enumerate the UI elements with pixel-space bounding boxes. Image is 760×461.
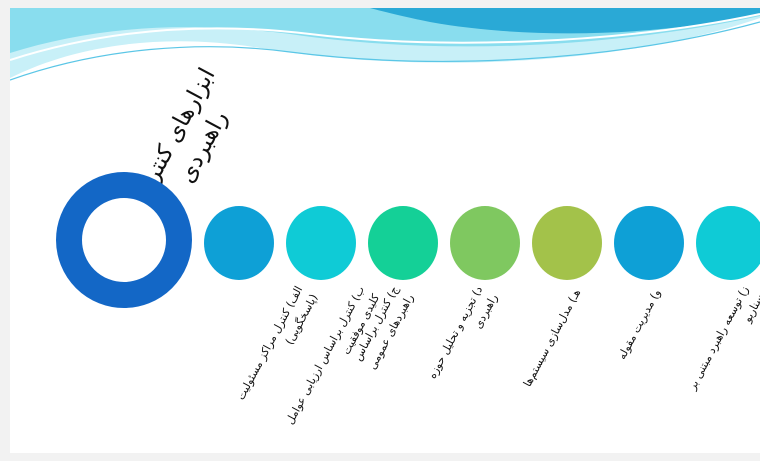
node-circle xyxy=(286,206,356,280)
node-circle xyxy=(532,206,602,280)
node-circle xyxy=(614,206,684,280)
node-circle xyxy=(204,206,274,280)
hub-ring xyxy=(56,172,192,308)
node-circle xyxy=(368,206,438,280)
node-circle xyxy=(696,206,760,280)
header-wave xyxy=(10,8,760,81)
node-circle xyxy=(450,206,520,280)
